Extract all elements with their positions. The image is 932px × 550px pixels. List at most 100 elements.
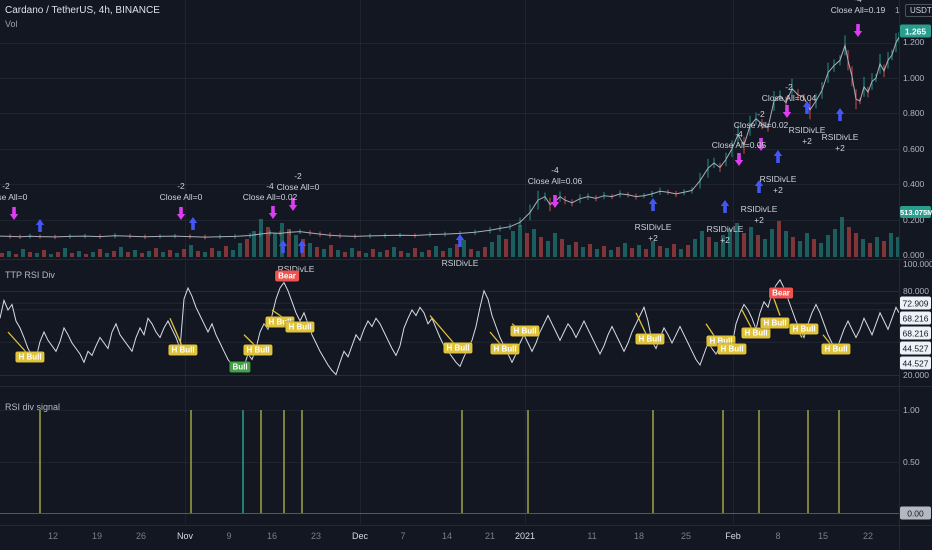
volume-bar (763, 239, 767, 257)
symbol-legend[interactable]: Cardano / TetherUS, 4h, BINANCE (5, 5, 160, 16)
volume-bar (56, 252, 60, 257)
buy-arrow-icon (455, 234, 465, 247)
volume-bar (665, 248, 669, 257)
volume-bar (448, 248, 452, 257)
volume-bar (322, 249, 326, 257)
volume-bar (784, 231, 788, 257)
time-tick-label[interactable]: 18 (633, 531, 645, 541)
volume-bar (756, 235, 760, 257)
signal-indicator-legend[interactable]: RSI div signal (5, 402, 61, 412)
time-tick-label[interactable]: 15 (817, 531, 829, 541)
time-tick-label[interactable]: 8 (775, 531, 781, 541)
volume-bar (406, 253, 410, 257)
rsi-value-badge: 68.216 (900, 326, 931, 340)
time-tick-label[interactable]: Dec (351, 531, 369, 541)
time-tick-label[interactable]: 21 (484, 531, 496, 541)
volume-bar (462, 240, 466, 257)
volume-bar (861, 239, 865, 257)
volume-bar (532, 229, 536, 257)
rsidivle-annotation-text: RSIDivLE (740, 204, 778, 214)
volume-bar (567, 245, 571, 257)
volume-bar (868, 243, 872, 257)
time-tick-label[interactable]: Nov (176, 531, 194, 541)
volume-bar (497, 235, 501, 257)
time-tick-label[interactable]: 11 (587, 531, 597, 541)
time-tick-label[interactable]: 2021 (514, 531, 536, 541)
volume-bar (490, 242, 494, 257)
bull-badge: H Bull (821, 343, 851, 355)
signal-zero-badge: 0.00 (900, 506, 931, 520)
time-axis-separator (0, 525, 932, 526)
rsidivle-annotation-text: RSIDivLE (706, 224, 744, 234)
time-tick-label[interactable]: 14 (441, 531, 453, 541)
rsidivle-annotation-text: RSIDivLE (821, 132, 859, 142)
volume-bar (686, 245, 690, 257)
volume-bar (420, 252, 424, 257)
time-tick-label[interactable]: 22 (862, 531, 874, 541)
volume-bar (7, 251, 11, 257)
time-tick-label[interactable]: 7 (400, 531, 406, 541)
close-annotation-text: Close All=0.05 (711, 140, 767, 150)
volume-bar (266, 227, 270, 257)
volume-bar (518, 225, 522, 257)
volume-bar (252, 231, 256, 257)
volume-bar (336, 250, 340, 257)
sell-arrow-icon (734, 153, 744, 166)
rsi-indicator-legend[interactable]: TTP RSI Div (5, 270, 55, 280)
volume-bar (154, 248, 158, 257)
volume-bar (140, 253, 144, 257)
volume-bar (469, 249, 473, 257)
divergence-line (169, 317, 183, 347)
volume-bar (651, 241, 655, 257)
close-annotation-text: Close All=0.04 (761, 93, 817, 103)
sell-arrow-icon (176, 207, 186, 220)
volume-legend[interactable]: Vol (5, 19, 18, 29)
close-annotation-count: -4 (551, 165, 559, 175)
time-tick-label[interactable]: 12 (47, 531, 59, 541)
volume-bar (126, 252, 130, 257)
rsidivle-annotation-text: RSIDivLE (788, 125, 826, 135)
close-annotation-text: Close All=0.02 (733, 120, 789, 130)
pane-separator[interactable] (0, 386, 932, 387)
volume-bar (329, 245, 333, 257)
volume-bar (581, 247, 585, 257)
buy-arrow-icon (720, 200, 730, 213)
volume-bar (350, 248, 354, 257)
time-tick-label[interactable]: 16 (266, 531, 278, 541)
rsidivle-annotation-count: +2 (754, 215, 764, 225)
bull-badge: H Bull (168, 344, 198, 356)
sell-arrow-icon (9, 207, 19, 220)
volume-bar (112, 251, 116, 257)
close-annotation-text: Close All=0.19 (830, 5, 886, 15)
time-tick-label[interactable]: 19 (91, 531, 103, 541)
volume-bar (735, 223, 739, 257)
time-tick-label[interactable]: 26 (135, 531, 147, 541)
pane-separator[interactable] (0, 259, 932, 260)
volume-bar (854, 233, 858, 257)
price-tick-label: 0.600 (903, 144, 925, 154)
sell-arrow-icon (853, 24, 863, 37)
rsidivle-annotation-count: +2 (835, 143, 845, 153)
bull-badge: H Bull (490, 343, 520, 355)
rsidivle-annotation-text: RSIDivLE (441, 258, 479, 268)
time-tick-label[interactable]: 25 (680, 531, 692, 541)
volume-bar (189, 245, 193, 257)
rsi-value-badge: 72.909 (900, 296, 931, 310)
divergence-line (7, 331, 30, 356)
volume-value-badge: 513.075M (900, 206, 932, 218)
rsi-value-badge: 44.527 (900, 341, 931, 355)
buy-arrow-icon (297, 240, 307, 253)
currency-chip[interactable]: USDT (905, 4, 932, 17)
divergence-line (429, 315, 457, 347)
time-tick-label[interactable]: 23 (310, 531, 322, 541)
volume-bar (413, 248, 417, 257)
signal-tick-label: 0.50 (903, 457, 920, 467)
rsidivle-annotation-count: +2 (802, 136, 812, 146)
buy-arrow-icon (754, 180, 764, 193)
time-tick-label[interactable]: Feb (725, 531, 741, 541)
volume-bar (441, 251, 445, 257)
volume-bar (504, 239, 508, 257)
time-tick-label[interactable]: 9 (226, 531, 232, 541)
volume-bar (210, 248, 214, 257)
